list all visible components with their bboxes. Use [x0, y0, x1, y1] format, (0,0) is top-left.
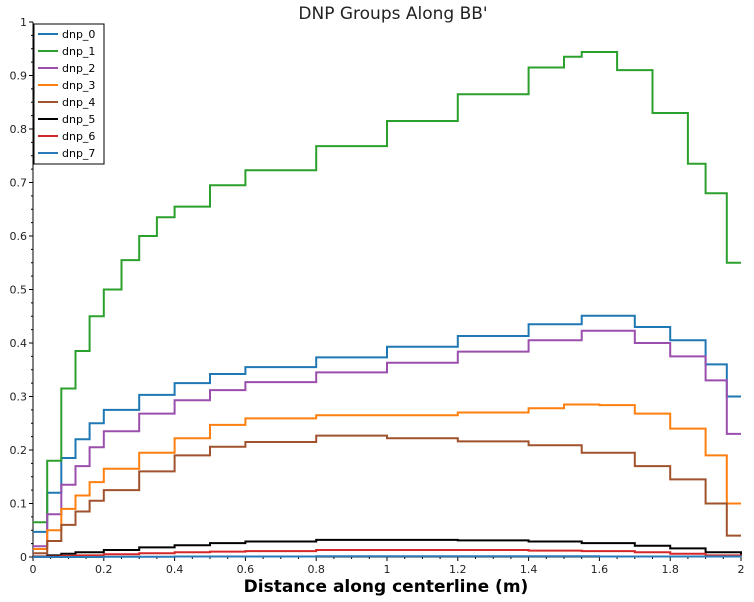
- y-tick-label: 0.1: [10, 498, 28, 511]
- axes: 0 0.2 0.4 0.6 0.8 1 1.2 1.4 1.6 1.8 2 0 0.1 0.2 0.3 0.4…: [10, 16, 745, 576]
- y-tick-label: 0.4: [10, 337, 28, 350]
- y-tick-label: 1: [20, 16, 27, 29]
- x-tick-label: 2: [738, 563, 745, 576]
- series-line-dnp_1: [33, 51, 741, 524]
- x-tick-label: 1.2: [449, 563, 467, 576]
- legend-label-dnp_7: dnp_7: [62, 147, 95, 160]
- y-tick-label: 0.6: [10, 230, 28, 243]
- y-tick-label: 0.3: [10, 391, 28, 404]
- x-axis-label: Distance along centerline (m): [244, 577, 529, 597]
- y-tick-label: 0.7: [10, 177, 28, 190]
- x-tick-label: 0.6: [237, 563, 255, 576]
- y-tick-label: 0.5: [10, 284, 28, 297]
- chart-title: DNP Groups Along BB': [298, 4, 487, 24]
- y-tick-label: 0: [20, 551, 27, 564]
- legend-box: [33, 23, 105, 165]
- y-tick-label: 0.8: [10, 123, 28, 136]
- series-line-dnp_0: [33, 314, 741, 533]
- series-line-dnp_7: [33, 555, 742, 558]
- legend-label-dnp_3: dnp_3: [62, 79, 95, 92]
- legend-label-dnp_0: dnp_0: [62, 28, 95, 41]
- series-line-dnp_5: [33, 538, 742, 558]
- x-tick-label: 1.4: [520, 563, 538, 576]
- x-tick-label: 1: [384, 563, 391, 576]
- series-line-dnp_3: [33, 403, 741, 550]
- legend-label-dnp_2: dnp_2: [62, 62, 95, 75]
- series-line-dnp_6: [33, 549, 742, 558]
- legend: dnp_0 dnp_1 dnp_2 dnp_3 dnp_4 dnp_5 dnp_6 dnp_7: [33, 23, 105, 165]
- x-tick-label: 0.4: [166, 563, 184, 576]
- x-tick-label: 0.2: [95, 563, 113, 576]
- y-tick-label: 0.2: [10, 444, 28, 457]
- x-tick-label: 1.6: [591, 563, 609, 576]
- y-tick-label: 0.9: [10, 70, 28, 83]
- series-layer: [33, 51, 742, 558]
- legend-label-dnp_1: dnp_1: [62, 45, 95, 58]
- x-tick-label: 1.8: [661, 563, 679, 576]
- series-line-dnp_2: [33, 329, 741, 548]
- x-tick-label: 0.8: [307, 563, 325, 576]
- x-tick-label: 0: [30, 563, 37, 576]
- series-line-dnp_4: [33, 434, 741, 555]
- legend-label-dnp_6: dnp_6: [62, 130, 95, 143]
- legend-label-dnp_4: dnp_4: [62, 96, 95, 109]
- legend-label-dnp_5: dnp_5: [62, 113, 95, 126]
